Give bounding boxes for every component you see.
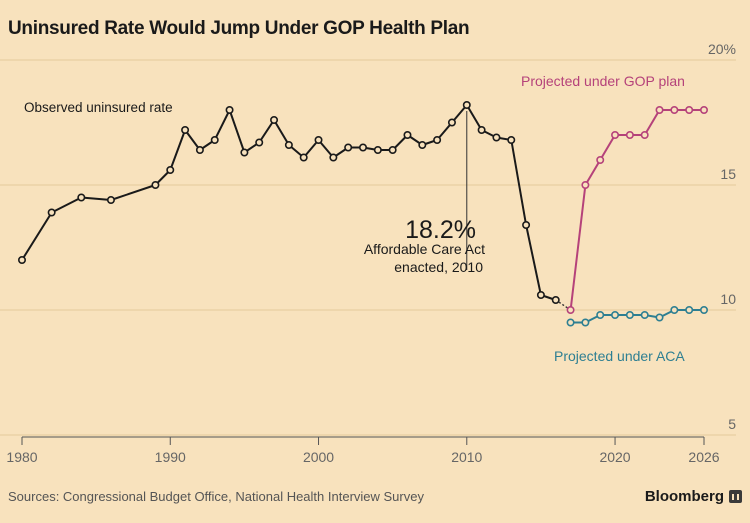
data-point-observed-1991 <box>181 126 190 135</box>
data-point-gop-2018 <box>581 181 590 190</box>
y-tick-label-5: 5 <box>728 416 736 432</box>
data-point-observed-2016 <box>551 295 560 304</box>
data-point-aca-2018 <box>581 318 590 327</box>
y-tick-label-10: 10 <box>720 291 736 307</box>
data-point-observed-1989 <box>151 181 160 190</box>
source-note: Sources: Congressional Budget Office, Na… <box>8 489 424 504</box>
data-point-aca-2017 <box>566 318 575 327</box>
data-point-observed-2013 <box>507 136 516 145</box>
data-point-gop-2024 <box>670 106 679 115</box>
data-point-observed-2003 <box>358 143 367 152</box>
axis-layer: 5 10 15 20% 1980 1990 2000 2010 2020 2026 <box>6 41 736 465</box>
grid-layer <box>0 59 736 436</box>
data-point-gop-2022 <box>640 131 649 140</box>
series-line-observed <box>21 104 557 301</box>
data-point-aca-2023 <box>655 313 664 322</box>
peak-annotation-line2: enacted, 2010 <box>394 259 483 275</box>
x-tick-label-2000: 2000 <box>303 449 334 465</box>
x-tick-label-2010: 2010 <box>451 449 482 465</box>
series-line-aca <box>570 309 704 324</box>
data-point-gop-2017 <box>566 305 575 314</box>
data-point-gop-2020 <box>611 131 620 140</box>
data-point-observed-1986 <box>106 196 115 205</box>
connector-line <box>555 299 571 311</box>
data-point-observed-1995 <box>240 148 249 157</box>
data-point-aca-2019 <box>596 310 605 319</box>
data-point-observed-2004 <box>373 146 382 155</box>
series-line-gop <box>569 109 704 311</box>
data-point-observed-2000 <box>314 136 323 145</box>
data-point-gop-2019 <box>596 156 605 165</box>
data-point-observed-2005 <box>388 146 397 155</box>
peak-value-label: 18.2% <box>405 216 476 244</box>
data-point-observed-1993 <box>210 136 219 145</box>
data-point-observed-2012 <box>492 133 501 142</box>
data-point-gop-2025 <box>685 106 694 115</box>
bloomberg-mark-icon <box>729 490 742 503</box>
data-point-observed-1999 <box>299 153 308 162</box>
data-point-observed-1994 <box>225 106 234 115</box>
data-point-observed-2008 <box>433 136 442 145</box>
data-point-observed-1996 <box>255 138 264 147</box>
data-point-observed-1992 <box>195 146 204 155</box>
bloomberg-logo: Bloomberg <box>645 488 742 505</box>
data-point-gop-2026 <box>699 106 708 115</box>
data-point-observed-1997 <box>270 116 279 125</box>
data-point-observed-2006 <box>403 131 412 140</box>
brand-text: Bloomberg <box>644 488 724 505</box>
data-point-gop-2023 <box>655 106 664 115</box>
data-point-aca-2021 <box>625 310 634 319</box>
y-tick-label-20: 20% <box>708 41 736 57</box>
x-tick-label-2020: 2020 <box>599 449 630 465</box>
data-point-gop-2021 <box>625 131 634 140</box>
data-point-aca-2020 <box>611 310 620 319</box>
data-point-aca-2024 <box>670 305 679 314</box>
peak-annotation-line1: Affordable Care Act <box>364 241 485 257</box>
chart-title: Uninsured Rate Would Jump Under GOP Heal… <box>8 18 470 39</box>
data-point-observed-2007 <box>418 141 427 150</box>
data-point-observed-2011 <box>477 126 486 135</box>
data-point-observed-1982 <box>47 208 56 217</box>
observed-series-label: Observed uninsured rate <box>24 100 173 115</box>
data-point-observed-1998 <box>284 141 293 150</box>
aca-series-label: Projected under ACA <box>554 348 685 364</box>
data-point-aca-2022 <box>640 310 649 319</box>
data-point-observed-2014 <box>522 221 531 230</box>
series-layer <box>17 101 708 327</box>
data-point-observed-1990 <box>166 166 175 175</box>
x-tick-label-2026: 2026 <box>688 449 719 465</box>
data-point-observed-2002 <box>344 143 353 152</box>
data-point-observed-1984 <box>77 193 86 202</box>
data-point-aca-2025 <box>685 305 694 314</box>
data-point-observed-2010 <box>462 101 471 110</box>
y-tick-label-15: 15 <box>720 166 736 182</box>
x-tick-label-1990: 1990 <box>155 449 186 465</box>
label-layer: Observed uninsured rate Projected under G… <box>24 73 685 364</box>
data-point-aca-2026 <box>699 305 708 314</box>
data-point-observed-1980 <box>17 255 26 264</box>
data-point-observed-2009 <box>447 118 456 127</box>
data-point-observed-2001 <box>329 153 338 162</box>
x-tick-label-1980: 1980 <box>6 449 37 465</box>
gop-series-label: Projected under GOP plan <box>521 73 685 89</box>
data-point-observed-2015 <box>536 290 545 299</box>
